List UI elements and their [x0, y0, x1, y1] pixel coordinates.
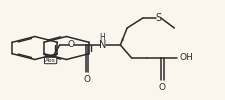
Text: Abs: Abs — [45, 58, 56, 63]
Text: OH: OH — [180, 54, 194, 62]
Text: H: H — [99, 34, 105, 42]
Text: O: O — [159, 82, 166, 92]
Text: O: O — [83, 75, 90, 84]
Text: O: O — [67, 40, 74, 50]
Text: S: S — [155, 13, 162, 23]
Text: N: N — [99, 40, 106, 50]
Text: *: * — [121, 38, 124, 44]
